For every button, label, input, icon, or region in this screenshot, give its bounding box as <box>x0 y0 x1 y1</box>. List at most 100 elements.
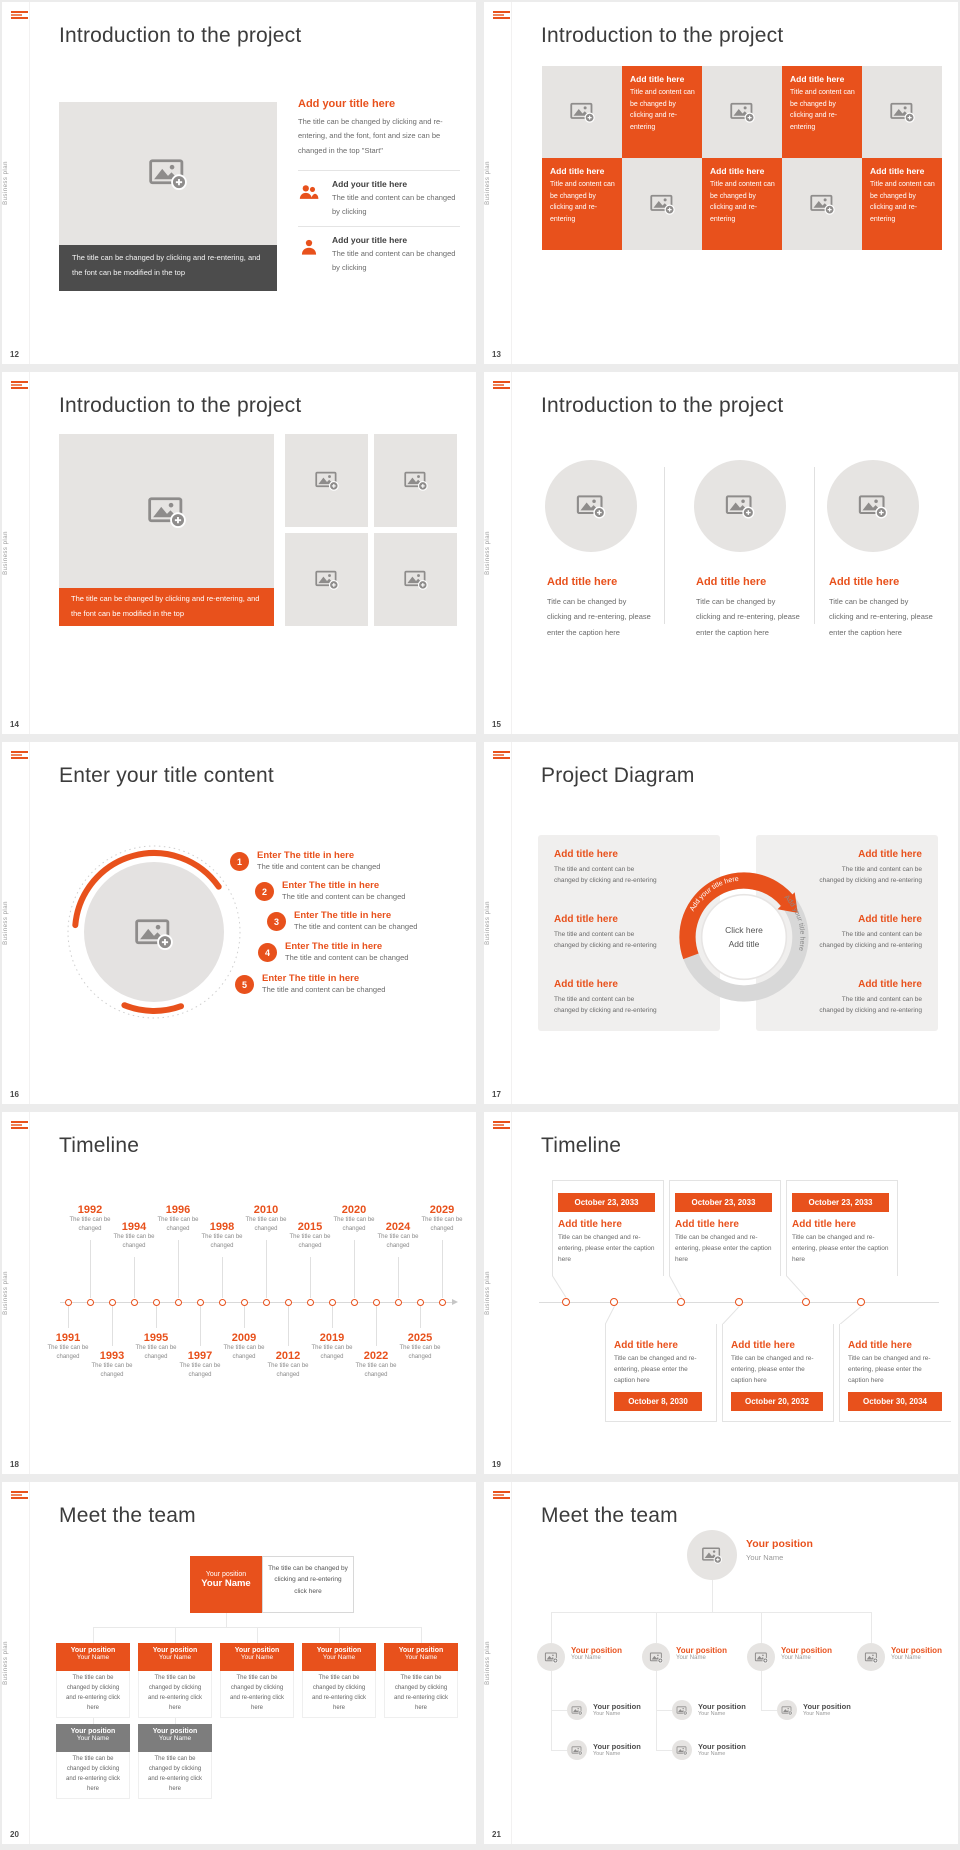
year-label: 2019 The title can be changed <box>311 1332 353 1360</box>
sidebar-divider <box>511 742 512 1104</box>
step-number: 2 <box>255 882 274 901</box>
timeline-marker <box>262 1298 270 1306</box>
org-node: Your position Your Name <box>56 1643 130 1671</box>
page-number: 19 <box>492 1460 501 1469</box>
image-placeholder-icon <box>889 100 916 124</box>
panel-item-text: The title and content can be changed by … <box>819 866 922 885</box>
org-node-note: The title can be changed by clicking and… <box>384 1671 458 1718</box>
brand-logo <box>493 751 510 760</box>
page-number: 15 <box>492 720 501 729</box>
step-text: The title and content can be changed <box>257 862 381 871</box>
avatar-placeholder <box>857 1643 885 1671</box>
image-placeholder <box>827 460 919 552</box>
person-icon <box>299 238 319 257</box>
sidebar-divider <box>511 372 512 734</box>
slide-thumbnail-16[interactable]: Business plan 16 Enter your title conten… <box>2 742 476 1104</box>
brand-vertical-label: Business plan <box>3 1271 9 1315</box>
brand-vertical-label: Business plan <box>485 161 491 205</box>
slide-thumbnail-15[interactable]: Business plan 15 Introduction to the pro… <box>484 372 958 734</box>
page-number: 13 <box>492 350 501 359</box>
timeline-marker <box>857 1298 865 1306</box>
timeline-marker <box>438 1298 446 1306</box>
slide-title: Enter your title content <box>59 764 274 787</box>
cell-text: Title and content can be changed by clic… <box>630 89 695 131</box>
avatar-placeholder <box>672 1700 692 1720</box>
checkerboard-grid: Add title here Title and content can be c… <box>542 66 942 250</box>
diagram-center-line1: Click here <box>725 925 763 935</box>
card-title: Add title here <box>675 1219 739 1230</box>
card-text: Title can be changed and re-entering, pl… <box>614 1355 697 1385</box>
date-badge: October 20, 2032 <box>731 1392 823 1412</box>
text-cell: Add title here Title and content can be c… <box>702 158 782 250</box>
sidebar-divider <box>511 1112 512 1474</box>
cell-title: Add title here <box>790 74 845 84</box>
text-cell: Add title here Title and content can be c… <box>862 158 942 250</box>
timeline-marker <box>350 1298 358 1306</box>
date-badge: October 30, 2034 <box>848 1392 942 1412</box>
slide-thumbnail-13[interactable]: Business plan 13 Introduction to the pro… <box>484 2 958 364</box>
column-title: Add title here <box>696 576 767 588</box>
step-title: Enter The title in here <box>282 880 380 891</box>
slide-thumbnail-19[interactable]: Business plan 19 Timeline October 23, 20… <box>484 1112 958 1474</box>
page-number: 14 <box>10 720 19 729</box>
step-text: The title and content can be changed <box>282 892 406 901</box>
cell-title: Add title here <box>710 166 765 176</box>
slide-thumbnail-18[interactable]: Business plan 18 Timeline 1992 The title … <box>2 1112 476 1474</box>
sidebar-divider <box>29 1482 30 1844</box>
image-placeholder <box>374 533 457 626</box>
image-placeholder <box>285 533 368 626</box>
cell-title: Add title here <box>550 166 605 176</box>
image-placeholder-icon <box>146 493 188 530</box>
cell-text: Title and content can be changed by clic… <box>870 181 935 223</box>
year-label: 2012 The title can be changed <box>267 1350 309 1378</box>
timeline-marker <box>108 1298 116 1306</box>
text-cell: Add title here Title and content can be c… <box>782 66 862 158</box>
image-placeholder-icon <box>571 1705 583 1716</box>
card-title: Add title here <box>731 1340 795 1351</box>
timeline-card: Add title here Title can be changed and … <box>839 1324 951 1422</box>
timeline-marker <box>130 1298 138 1306</box>
image-placeholder <box>542 66 622 158</box>
image-placeholder <box>862 66 942 158</box>
slide-thumbnail-17[interactable]: Business plan 17 Project Diagram Add tit… <box>484 742 958 1104</box>
step-text: The title and content can be changed <box>294 922 418 931</box>
slide-title: Introduction to the project <box>541 394 784 417</box>
timeline-marker <box>677 1298 685 1306</box>
panel-item-title: Add title here <box>858 914 922 925</box>
timeline-marker <box>306 1298 314 1306</box>
sidebar-divider <box>29 372 30 734</box>
column-text: Title can be changed by clicking and re-… <box>829 597 933 637</box>
image-placeholder-icon <box>649 192 676 216</box>
timeline-marker <box>196 1298 204 1306</box>
image-placeholder <box>622 158 702 250</box>
step-title: Enter The title in here <box>262 973 360 984</box>
slide-thumbnail-20[interactable]: Business plan 20 Meet the team Your posi… <box>2 1482 476 1844</box>
date-badge: October 23, 2033 <box>792 1193 889 1212</box>
timeline-marker <box>284 1298 292 1306</box>
list-item-title: Add your title here <box>332 235 408 245</box>
image-placeholder-icon <box>569 100 596 124</box>
org-node-label: Your position Your Name <box>571 1646 622 1661</box>
sidebar-divider <box>511 2 512 364</box>
divider-line <box>298 226 460 227</box>
slide-thumbnail-21[interactable]: Business plan 21 Meet the team Your posi… <box>484 1482 958 1844</box>
brand-vertical-label: Business plan <box>485 901 491 945</box>
slide-thumbnail-14[interactable]: Business plan 14 Introduction to the pro… <box>2 372 476 734</box>
slide-title: Timeline <box>541 1134 622 1157</box>
card-title: Add title here <box>614 1340 678 1351</box>
image-placeholder <box>702 66 782 158</box>
date-badge: October 23, 2033 <box>675 1193 772 1212</box>
page-number: 12 <box>10 350 19 359</box>
card-title: Add title here <box>848 1340 912 1351</box>
timeline-marker <box>416 1298 424 1306</box>
step-text: The title and content can be changed <box>285 953 409 962</box>
image-caption-orange: The title can be changed by clicking and… <box>59 588 274 626</box>
panel-item-title: Add title here <box>858 849 922 860</box>
year-label: 1998 The title can be changed <box>201 1221 243 1249</box>
slide-thumbnail-12[interactable]: Business plan 12 Introduction to the pro… <box>2 2 476 364</box>
org-node-note: The title can be changed by clicking and… <box>56 1752 130 1799</box>
brand-vertical-label: Business plan <box>485 1271 491 1315</box>
org-node: Your position Your Name <box>220 1643 294 1671</box>
avatar-placeholder <box>567 1700 587 1720</box>
panel-item-text: The title and content can be changed by … <box>819 931 922 950</box>
